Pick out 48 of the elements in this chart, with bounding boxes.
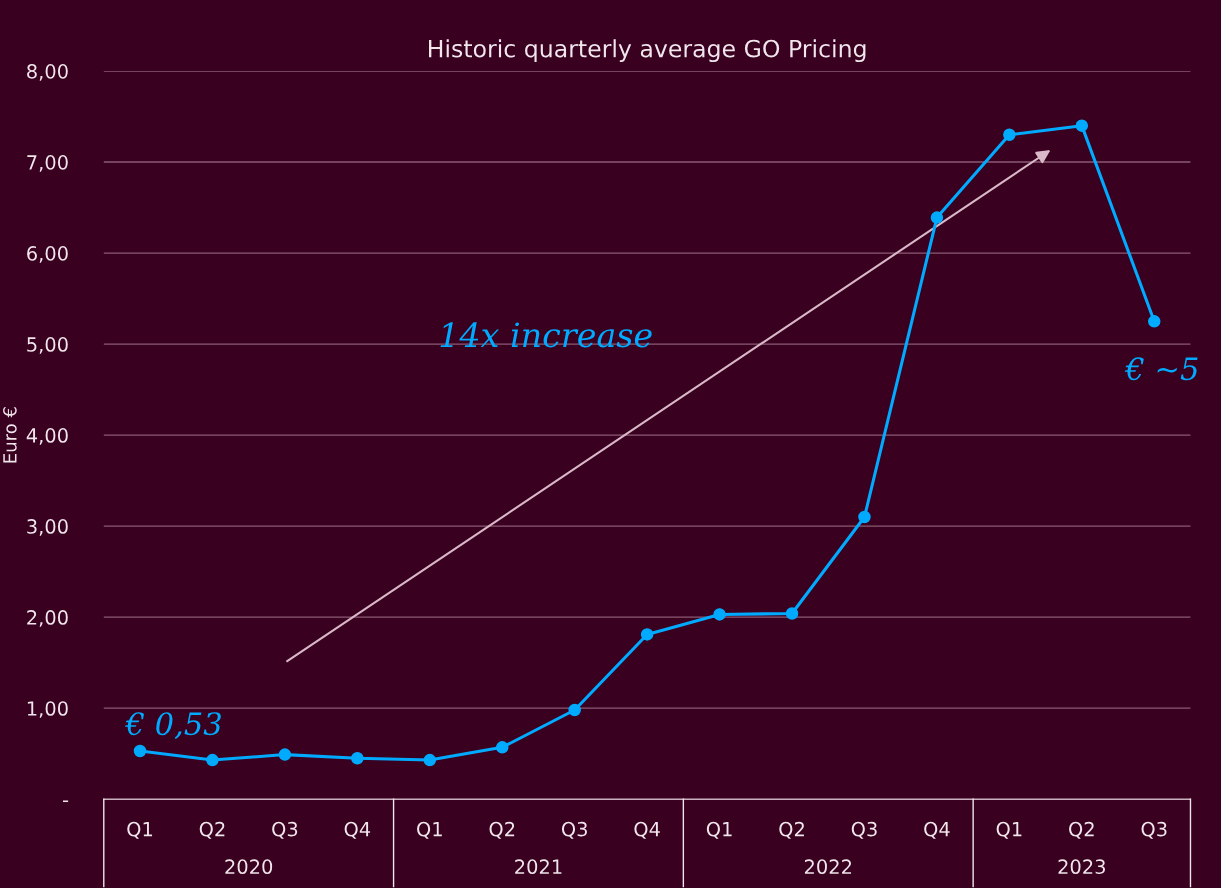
x-tick-label: Q2	[199, 821, 225, 839]
x-tick-label: Q1	[706, 821, 732, 839]
chart-title: Historic quarterly average GO Pricing	[429, 39, 866, 63]
point	[568, 703, 581, 717]
point	[1148, 315, 1161, 328]
text: 2021	[515, 859, 562, 875]
point	[278, 748, 292, 761]
x-tick-label: Q2	[1069, 821, 1094, 839]
point	[351, 751, 364, 765]
annotation: € 0,53	[124, 712, 221, 739]
x-tick-label: Q1	[127, 821, 153, 839]
point	[713, 608, 726, 621]
y-axis-title: Euro €	[3, 407, 17, 463]
point	[1075, 119, 1089, 132]
point	[423, 753, 437, 767]
y-tick-label: 7,00	[27, 155, 68, 172]
x-tick-label: Q1	[996, 821, 1022, 839]
x-tick-label: Q4	[344, 821, 371, 839]
point	[206, 753, 219, 767]
x-tick-label: Q3	[1141, 821, 1167, 839]
y-tick-label: 2,00	[27, 610, 68, 627]
annotation: 14x increase	[440, 322, 652, 348]
text: 2023	[1058, 859, 1105, 875]
text: 2020	[225, 859, 273, 875]
x-tick-label: Q2	[489, 821, 515, 839]
x-tick-label: Q4	[924, 821, 950, 839]
y-tick-label: 1,00	[27, 701, 68, 718]
point	[495, 741, 509, 754]
y-tick-label: 8,00	[27, 64, 68, 81]
x-tick-label: Q1	[417, 821, 442, 839]
text: 2022	[804, 859, 852, 875]
y-tick-label: 6,00	[27, 246, 68, 263]
x-tick-label: Q4	[634, 821, 660, 839]
point	[930, 211, 944, 224]
point	[133, 744, 147, 758]
y-tick-label: -	[63, 800, 69, 803]
point	[640, 628, 654, 641]
x-tick-label: Q3	[561, 821, 587, 839]
y-tick-label: 3,00	[27, 519, 68, 536]
y-tick-label: 4,00	[26, 428, 68, 445]
annotation: € ~5	[1124, 357, 1198, 381]
x-tick-label: Q3	[851, 821, 877, 839]
point	[1003, 128, 1016, 142]
point	[858, 510, 871, 524]
point	[785, 607, 799, 620]
x-tick-label: Q2	[779, 821, 804, 839]
x-tick-label: Q3	[272, 821, 298, 839]
y-tick-label: 5,00	[27, 337, 68, 354]
